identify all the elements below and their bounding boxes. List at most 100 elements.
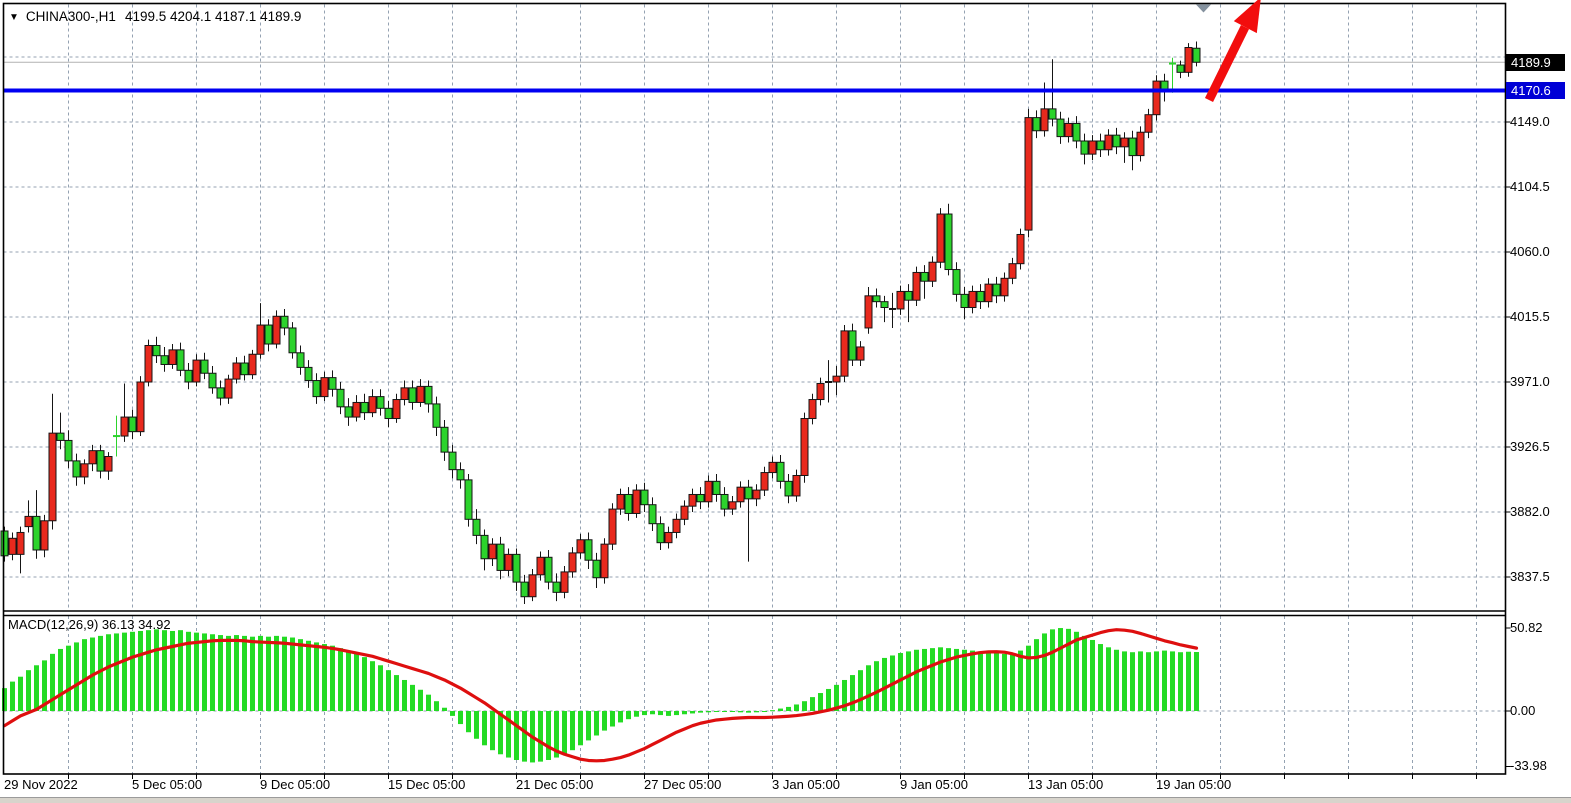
macd-histogram-bar — [1162, 650, 1167, 711]
macd-histogram-bar — [754, 711, 759, 713]
candle-body — [1152, 80, 1161, 116]
macd-histogram-bar — [722, 711, 727, 712]
candle-body — [240, 362, 249, 376]
macd-histogram-bar — [394, 675, 399, 711]
candle-body — [1176, 64, 1185, 73]
candle-body — [768, 461, 777, 474]
candle-body — [536, 556, 545, 576]
macd-histogram-bar — [1098, 644, 1103, 711]
macd-indicator — [2, 628, 1199, 763]
candle-body — [512, 553, 521, 583]
candle-body — [672, 518, 681, 533]
candle-body — [344, 406, 353, 418]
candle-body — [840, 330, 849, 377]
macd-histogram-bar — [114, 633, 119, 711]
macd-histogram-bar — [650, 711, 655, 715]
time-axis-label: 19 Jan 05:00 — [1156, 777, 1232, 792]
macd-histogram-bar — [154, 629, 159, 711]
macd-histogram-bar — [618, 711, 623, 723]
time-axis-label: 21 Dec 05:00 — [516, 777, 594, 792]
macd-histogram-bar — [474, 711, 479, 739]
candle-body — [1072, 122, 1081, 142]
candle-body — [504, 553, 513, 571]
candle-body — [320, 377, 329, 398]
macd-axis-label: 50.82 — [1510, 620, 1543, 635]
macd-histogram-bar — [1010, 653, 1015, 711]
time-axis-label: 9 Jan 05:00 — [900, 777, 968, 792]
candle-body — [1088, 140, 1097, 155]
candle-body — [904, 290, 913, 301]
macd-histogram-bar — [522, 711, 527, 762]
candle-body — [592, 559, 601, 579]
macd-histogram-bar — [698, 711, 703, 713]
macd-histogram-bar — [826, 688, 831, 711]
candle-body — [248, 353, 257, 376]
macd-histogram-bar — [882, 657, 887, 711]
ohlc-values: 4199.5 4204.1 4187.1 4189.9 — [124, 9, 302, 24]
candle-body — [24, 515, 33, 528]
candle-body — [744, 486, 753, 500]
macd-histogram-bar — [146, 630, 151, 711]
candle-body — [72, 460, 81, 478]
macd-histogram-bar — [626, 711, 631, 720]
macd-histogram-bar — [674, 711, 679, 716]
candle-body — [1096, 140, 1105, 151]
candle-body — [872, 295, 881, 303]
candle-body — [480, 534, 489, 560]
macd-histogram-bar — [458, 711, 463, 725]
macd-histogram-bar — [738, 711, 743, 713]
macd-histogram-bar — [730, 711, 735, 712]
macd-histogram-bar — [578, 711, 583, 746]
candle-body — [960, 293, 969, 309]
price-axis-label: 4060.0 — [1510, 244, 1550, 259]
candle-body — [880, 301, 889, 309]
candle-body — [272, 315, 281, 345]
candle-body — [184, 369, 193, 383]
macd-histogram-bar — [818, 693, 823, 711]
candle-body — [600, 543, 609, 579]
macd-histogram-bar — [282, 636, 287, 711]
macd-axis-label: 0.00 — [1510, 703, 1536, 718]
time-axis-label: 5 Dec 05:00 — [132, 777, 203, 792]
candle-body — [64, 439, 73, 462]
candle-body — [152, 344, 161, 357]
candle-body — [128, 416, 137, 433]
time-axis-label: 9 Dec 05:00 — [260, 777, 331, 792]
candle-body — [32, 515, 41, 551]
macd-histogram-bar — [338, 648, 343, 711]
candle-body — [1112, 134, 1121, 148]
chart-shift-marker-icon[interactable] — [1196, 4, 1211, 13]
macd-histogram-bar — [1138, 651, 1143, 711]
macd-histogram-bar — [1090, 639, 1095, 711]
macd-histogram-bar — [1082, 635, 1087, 711]
macd-histogram-bar — [218, 635, 223, 711]
macd-histogram-bar — [74, 642, 79, 711]
macd-histogram-bar — [322, 644, 327, 711]
trend-arrow-shaft[interactable] — [1204, 25, 1250, 102]
macd-histogram-bar — [378, 665, 383, 711]
candle-body — [1080, 140, 1089, 155]
macd-histogram-bar — [842, 679, 847, 711]
candle-body — [912, 271, 921, 301]
macd-histogram-bar — [410, 684, 415, 711]
macd-histogram-bar — [874, 661, 879, 711]
symbol-dropdown-icon[interactable]: ▼ — [9, 12, 19, 23]
candle-body — [576, 539, 585, 554]
drawing-objects[interactable] — [1196, 0, 1261, 102]
candle-body — [392, 399, 401, 420]
candle-body — [776, 461, 785, 482]
macd-histogram-bar — [514, 711, 519, 760]
trend-arrow-head-icon[interactable] — [1233, 0, 1261, 34]
candle-body — [608, 508, 617, 545]
candle-body — [56, 432, 65, 441]
macd-histogram-bar — [450, 711, 455, 716]
candle-body — [440, 426, 449, 453]
macd-histogram-bar — [234, 635, 239, 711]
candle-body — [1192, 47, 1201, 63]
candle-body — [200, 359, 209, 374]
macd-histogram-bar — [802, 701, 807, 711]
symbol-timeframe-label: CHINA300-,H1 — [25, 9, 116, 24]
candle-body — [720, 493, 729, 510]
